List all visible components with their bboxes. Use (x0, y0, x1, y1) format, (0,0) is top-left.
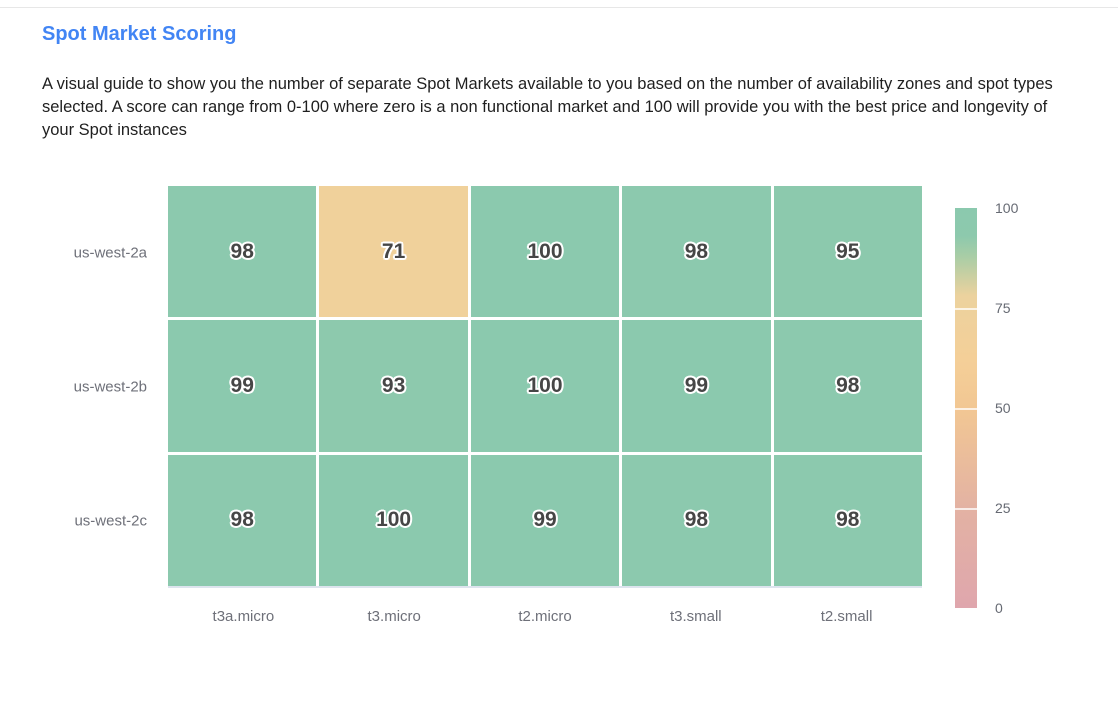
y-axis-label: us-west-2c (74, 512, 147, 530)
heatmap-cell[interactable]: 99 (168, 320, 317, 452)
page-description: A visual guide to show you the number of… (42, 75, 1053, 139)
top-divider (0, 7, 1118, 8)
legend-tick-line (955, 508, 977, 510)
color-legend-bar (955, 208, 977, 608)
cell-value: 98 (230, 508, 254, 532)
heatmap-cell[interactable]: 99 (470, 454, 620, 586)
heatmap-cell[interactable]: 93 (319, 320, 468, 452)
cell-value: 98 (836, 508, 860, 532)
cell-value: 99 (684, 373, 709, 397)
cell-value: 93 (381, 373, 406, 397)
legend-tick-label: 25 (995, 500, 1011, 516)
legend-tick-label: 0 (995, 600, 1003, 616)
heatmap-cell[interactable]: 100 (319, 454, 468, 586)
y-axis-label: us-west-2a (73, 244, 147, 262)
heatmap-cell[interactable]: 100 (470, 320, 620, 452)
x-axis-label: t3.small (669, 608, 722, 625)
cell-value: 98 (836, 373, 860, 397)
cell-value: 98 (230, 239, 254, 263)
cell-value: 100 (376, 508, 412, 532)
x-axis-label: t3a.micro (212, 608, 275, 625)
legend-tick-label: 75 (995, 300, 1011, 316)
spot-market-heatmap: 98 71 100 98 95 99 93 100 99 98 98 100 99 98 98 us-wes… (0, 186, 1118, 656)
cell-value: 99 (230, 373, 254, 397)
y-axis-label: us-west-2b (73, 378, 147, 396)
legend-tick-label: 50 (995, 400, 1011, 416)
cell-value: 100 (527, 373, 563, 397)
legend-tick-line (955, 308, 977, 310)
x-axis-label: t2.micro (518, 608, 572, 625)
heatmap-cell[interactable]: 98 (622, 454, 771, 586)
cell-value: 100 (527, 239, 563, 263)
heatmap-cell[interactable]: 98 (168, 454, 317, 586)
cell-value: 99 (533, 508, 557, 532)
cell-value: 98 (684, 508, 709, 532)
legend-tick-line (955, 408, 977, 410)
cell-value: 98 (684, 239, 709, 263)
heatmap-cell[interactable]: 98 (168, 186, 317, 318)
page-title: Spot Market Scoring (42, 23, 237, 45)
x-axis-label: t3.micro (367, 608, 421, 625)
heatmap-cell[interactable]: 71 (319, 186, 468, 318)
heatmap-cell[interactable]: 98 (622, 186, 771, 318)
heatmap-cell[interactable]: 98 (773, 454, 922, 586)
heatmap-cell[interactable]: 98 (773, 320, 922, 452)
heatmap-cell[interactable]: 100 (470, 186, 620, 318)
cell-value: 95 (836, 239, 860, 263)
heatmap-grid: 98 71 100 98 95 99 93 100 99 98 98 100 99 98 98 (168, 186, 922, 588)
x-axis-label: t2.small (820, 608, 873, 625)
heatmap-cell[interactable]: 99 (622, 320, 771, 452)
cell-value: 71 (381, 239, 406, 263)
legend-tick-label: 100 (995, 200, 1019, 216)
heatmap-cell[interactable]: 95 (773, 186, 922, 318)
